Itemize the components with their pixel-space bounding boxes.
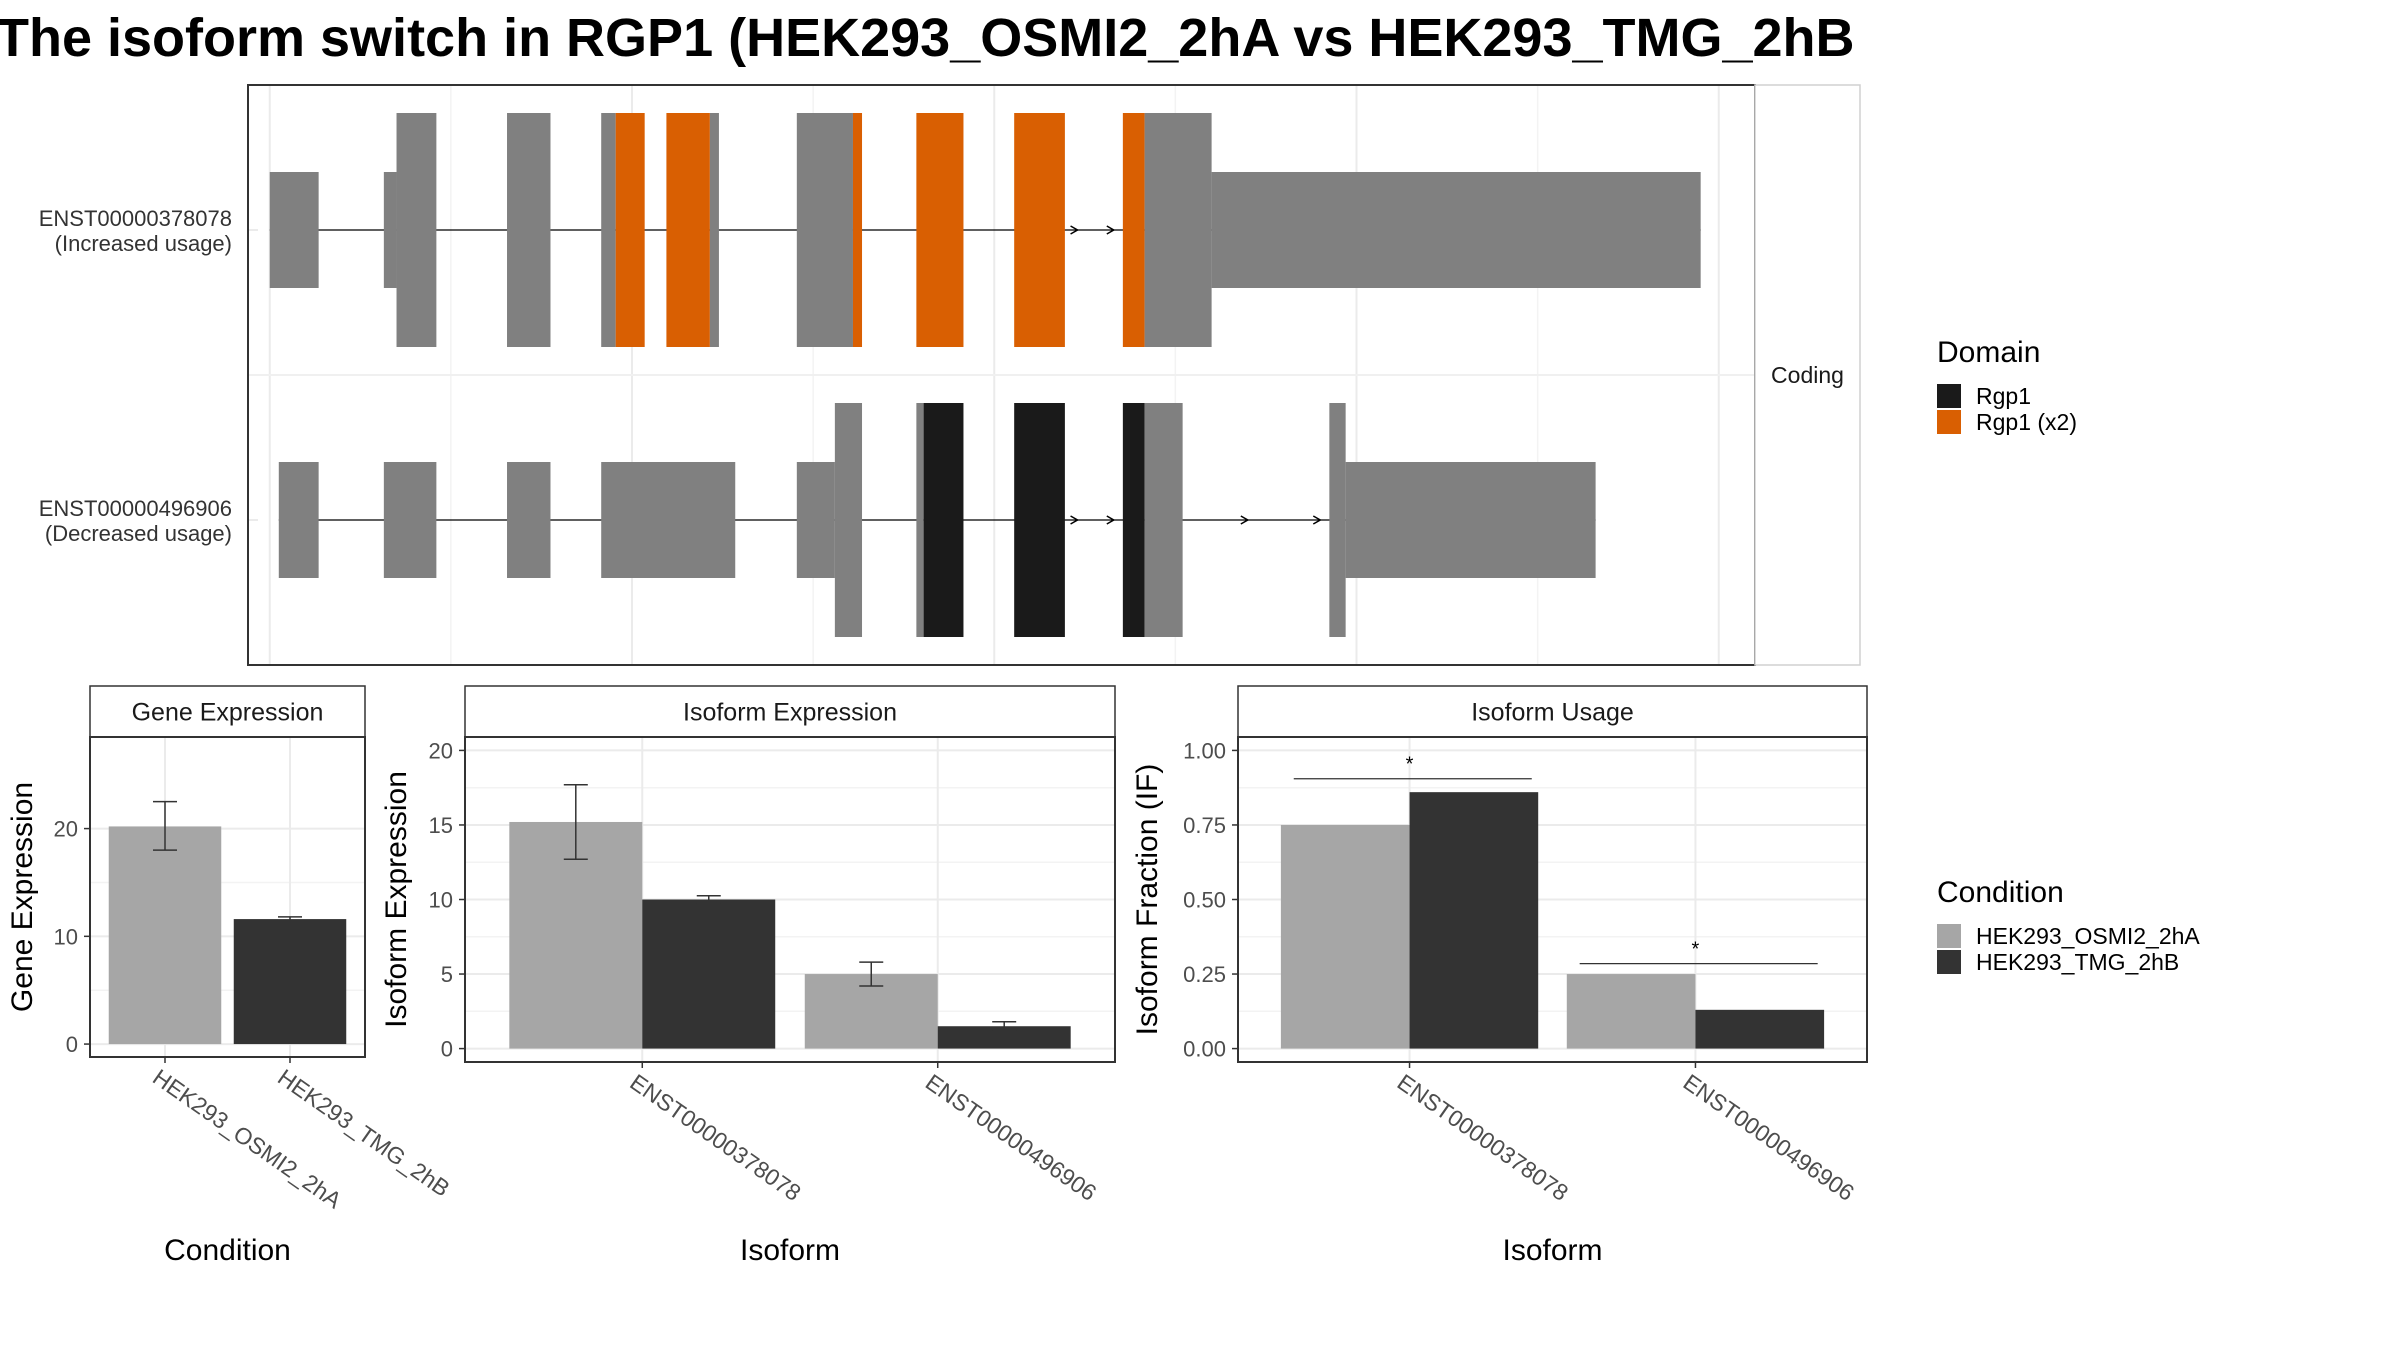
isoform-label-usage: (Decreased usage) [45,521,232,546]
utr-exon [278,462,319,578]
y-axis-title: Isoform Fraction (IF) [1131,764,1164,1036]
domain-segment [666,113,710,347]
utr-exon [1211,172,1701,288]
legend-swatch [1937,950,1961,974]
bar [1695,1009,1825,1049]
y-tick-label: 15 [429,813,453,838]
bar [108,826,222,1045]
legend-title: Condition [1937,876,2064,909]
utr-exon [383,172,397,288]
facet-strip [1754,84,1861,666]
coding-exon [1144,113,1212,347]
y-tick-label: 1.00 [1183,738,1226,763]
direction-arrow [1106,225,1116,235]
gene-structure-panel: ENST00000378078(Increased usage) ENST0000… [39,84,1861,666]
legend-swatch [1937,384,1961,408]
y-tick-label: 0.75 [1183,813,1226,838]
domain-segment [1122,403,1145,637]
y-axis-title: Gene Expression [6,782,39,1012]
x-tick-label: ENST00000496906 [921,1069,1101,1206]
significance-star: * [1692,939,1700,961]
panel-border [464,736,1116,1063]
bar [642,899,776,1049]
bar [937,1026,1071,1049]
facet-strip [1237,685,1868,738]
direction-arrow [1070,225,1080,235]
isoform-label-usage: (Increased usage) [55,231,232,256]
legend-label: HEK293_TMG_2hB [1976,949,2179,975]
y-tick-label: 5 [441,962,453,987]
x-axis-title: Condition [164,1234,291,1267]
coding-exon [1329,403,1346,637]
y-tick-label: 10 [54,924,78,949]
bar [1409,792,1539,1049]
y-tick-label: 0 [441,1037,453,1062]
domain-segment [852,113,863,347]
coding-exon [601,113,616,347]
coding-exon [834,403,863,637]
isoform-label-id: ENST00000496906 [39,496,232,521]
coding-exon [396,113,437,347]
x-axis-title: Isoform [1502,1234,1602,1267]
figure-title: The isoform switch in RGP1 (HEK293_OSMI2… [0,8,1855,68]
domain-segment [1014,403,1065,637]
direction-arrow [1070,515,1080,525]
facet-strip [464,685,1116,738]
utr-exon [1345,462,1596,578]
coding-exon [709,113,719,347]
legend-title: Domain [1937,336,2040,369]
domain-segment [1122,113,1145,347]
isoform-label-id: ENST00000378078 [39,206,232,231]
isoform-expression-panel: Isoform Expression 0 5 10 15 20 ENST0000037807… [380,685,1116,1267]
utr-exon [383,462,437,578]
legend-swatch [1937,410,1961,434]
bar [1280,824,1410,1049]
y-axis-title: Isoform Expression [380,771,413,1028]
x-axis-title: Isoform [740,1234,840,1267]
direction-arrow [1240,515,1250,525]
legend-label: Rgp1 [1976,383,2031,409]
coding-exon [1144,403,1183,637]
y-tick-label: 0.25 [1183,962,1226,987]
facet-strip [89,685,366,738]
facet-strip-label: Gene Expression [132,699,324,727]
coding-exon [796,113,853,347]
y-tick-label: 20 [54,817,78,842]
domain-segment [923,403,964,637]
legend-label: HEK293_OSMI2_2hA [1976,923,2200,949]
y-tick-label: 0.00 [1183,1037,1226,1062]
significance-star: * [1406,754,1414,776]
domain-segment [615,113,645,347]
y-tick-label: 10 [429,888,453,913]
panel-border [89,736,366,1058]
utr-exon [507,462,551,578]
direction-arrow [1312,515,1322,525]
y-tick-label: 20 [429,738,453,763]
facet-strip-label: Isoform Usage [1471,699,1634,727]
facet-strip-label: Isoform Expression [683,699,897,727]
domain-segment [916,113,964,347]
y-tick-label: 0 [66,1032,78,1057]
coding-exon [507,113,551,347]
y-tick-label: 0.50 [1183,888,1226,913]
utr-exon [269,172,319,288]
legend-swatch [1937,924,1961,948]
utr-exon [796,462,835,578]
bar [233,919,347,1045]
coding-exon [916,403,924,637]
panel-border [1237,736,1868,1063]
facet-strip-label: Coding [1771,362,1844,388]
isoform-usage-panel: Isoform Usage 0.00 0.25 0.50 0.75 1.00 * * ENST0… [1131,685,1868,1267]
x-tick-label: ENST00000378078 [625,1069,805,1206]
x-tick-label: ENST00000378078 [1393,1069,1573,1206]
bar [1566,974,1696,1049]
x-tick-label: ENST00000496906 [1679,1069,1859,1206]
utr-exon [601,462,736,578]
legend-label: Rgp1 (x2) [1976,409,2077,435]
direction-arrow [1106,515,1116,525]
domain-segment [1014,113,1065,347]
